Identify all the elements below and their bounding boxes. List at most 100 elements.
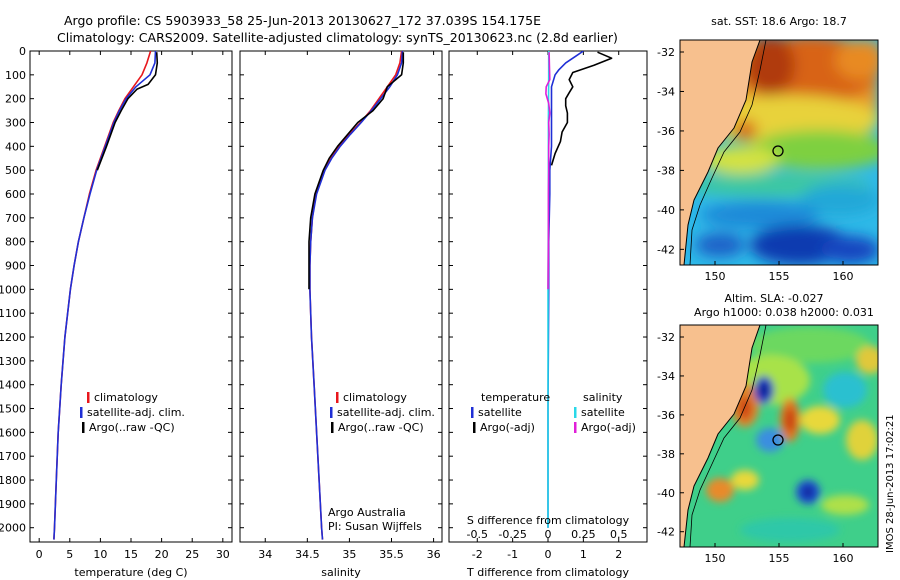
sst-map-title: sat. SST: 18.6 Argo: 18.7	[711, 15, 847, 28]
s-tick-label: -0.5	[467, 528, 488, 541]
depth-tick-label: 1500	[0, 403, 26, 416]
sst-map	[680, 40, 878, 265]
x-tick-label: 1	[580, 548, 587, 561]
depth-tick-label: 700	[5, 212, 26, 225]
sla-map	[680, 325, 878, 547]
legend-swatch-satellite	[330, 407, 333, 418]
depth-tick-label: 800	[5, 236, 26, 249]
temperature-xlabel: temperature (deg C)	[74, 566, 187, 579]
depth-tick-label: 1600	[0, 426, 26, 439]
x-tick-label: 0	[36, 548, 43, 561]
map-lat-label: -36	[657, 409, 675, 422]
depth-tick-label: 2000	[0, 522, 26, 535]
difference-series	[545, 51, 613, 528]
map-lat-label: -32	[657, 46, 675, 59]
salinity-x-axis: 34 34.5 35 35.5 36	[258, 51, 441, 561]
legend-label: satellite	[478, 406, 522, 419]
x-tick-label: 20	[155, 548, 169, 561]
depth-tick-label: 1400	[0, 379, 26, 392]
legend-header-temperature: temperature	[481, 391, 550, 404]
series-argo-raw-qc	[96, 52, 159, 171]
salinity-xlabel: salinity	[321, 566, 361, 579]
x-tick-label: 35	[342, 548, 356, 561]
series-salinity-argo-adj	[545, 52, 551, 290]
x-tick-label: 34.5	[295, 548, 320, 561]
legend-swatch-s-argo	[574, 422, 577, 433]
argo-float-marker	[772, 145, 784, 157]
s-difference-label: S difference from climatology	[467, 514, 630, 527]
legend-label: climatology	[94, 391, 158, 404]
sla-map-axes: 150 155 160 -32 -34 -36 -38 -40 -42	[657, 331, 853, 565]
x-tick-label: 36	[427, 548, 441, 561]
s-tick-label: -0.25	[498, 528, 526, 541]
depth-tick-label: 100	[5, 69, 26, 82]
map-lat-label: -34	[657, 85, 675, 98]
x-tick-label: 0	[545, 548, 552, 561]
s-tick-label: 0.25	[571, 528, 596, 541]
legend-label: satellite	[581, 406, 625, 419]
map-lat-label: -40	[657, 204, 675, 217]
series-temperature-argo-adj	[550, 51, 613, 166]
map-lat-label: -34	[657, 370, 675, 383]
series-argo-raw-qc	[308, 52, 405, 290]
depth-tick-label: 1000	[0, 283, 26, 296]
map-lat-label: -42	[657, 526, 675, 539]
timestamp-stamp: IMOS 28-Jun-2013 17:02:21	[885, 414, 896, 553]
temperature-legend: climatology satellite-adj. clim. Argo(..…	[80, 391, 185, 434]
map-lat-label: -36	[657, 125, 675, 138]
map-lon-label: 155	[769, 552, 790, 565]
x-tick-label: 15	[124, 548, 138, 561]
depth-tick-label: 1200	[0, 331, 26, 344]
depth-tick-label: 200	[5, 93, 26, 106]
map-lat-label: -42	[657, 243, 675, 256]
sla-map-title-2: Argo h1000: 0.038 h2000: 0.031	[694, 306, 874, 319]
x-tick-label: -2	[472, 548, 483, 561]
temperature-series	[53, 51, 159, 540]
salinity-panel	[239, 50, 443, 543]
difference-legend: temperature satellite Argo(-adj) salinit…	[467, 391, 636, 527]
map-lat-label: -40	[657, 487, 675, 500]
legend-label: Argo(..raw -QC)	[89, 421, 175, 434]
x-tick-label: 10	[93, 548, 107, 561]
legend-swatch-climatology	[87, 392, 90, 403]
depth-axis: 0 100 200 300 400 500 600 700 800 900 1000 1100 1200…	[0, 45, 647, 535]
annotation-line-1: Argo Australia	[328, 506, 406, 519]
depth-tick-label: 1100	[0, 307, 26, 320]
map-lat-label: -32	[657, 331, 675, 344]
depth-tick-label: 900	[5, 260, 26, 273]
s-tick-label: 0	[545, 528, 552, 541]
depth-tick-label: 600	[5, 188, 26, 201]
depth-tick-label: 1300	[0, 355, 26, 368]
salinity-series	[308, 51, 405, 540]
x-tick-label: -1	[507, 548, 518, 561]
difference-xlabel: T difference from climatology	[466, 566, 629, 579]
difference-x-axis: -2 -1 0 1 2 -0.5 -0.25 0 0.25 0.5	[467, 51, 627, 561]
map-lon-label: 160	[833, 552, 854, 565]
legend-swatch-satellite	[80, 407, 83, 418]
depth-tick-label: 300	[5, 117, 26, 130]
x-tick-label: 30	[216, 548, 230, 561]
legend-label: Argo(-adj)	[581, 421, 636, 434]
depth-tick-label: 400	[5, 140, 26, 153]
title-line-2: Climatology: CARS2009. Satellite-adjuste…	[57, 30, 618, 45]
legend-swatch-t-satellite	[471, 407, 474, 418]
depth-tick-label: 0	[19, 45, 26, 58]
sla-map-title-1: Altim. SLA: -0.027	[724, 292, 823, 305]
legend-label: satellite-adj. clim.	[337, 406, 435, 419]
x-tick-label: 35.5	[379, 548, 404, 561]
x-tick-label: 2	[615, 548, 622, 561]
salinity-legend: climatology satellite-adj. clim. Argo(..…	[328, 391, 435, 533]
legend-label: satellite-adj. clim.	[87, 406, 185, 419]
legend-label: Argo(..raw -QC)	[338, 421, 424, 434]
legend-swatch-s-satellite	[574, 407, 577, 418]
x-tick-label: 34	[258, 548, 272, 561]
legend-label: Argo(-adj)	[480, 421, 535, 434]
depth-tick-label: 500	[5, 164, 26, 177]
map-lon-label: 150	[705, 270, 726, 283]
map-lat-label: -38	[657, 448, 675, 461]
legend-swatch-argo	[82, 422, 85, 433]
legend-label: climatology	[343, 391, 407, 404]
depth-tick-label: 1900	[0, 498, 26, 511]
x-tick-label: 25	[185, 548, 199, 561]
annotation-line-2: PI: Susan Wijffels	[328, 520, 422, 533]
